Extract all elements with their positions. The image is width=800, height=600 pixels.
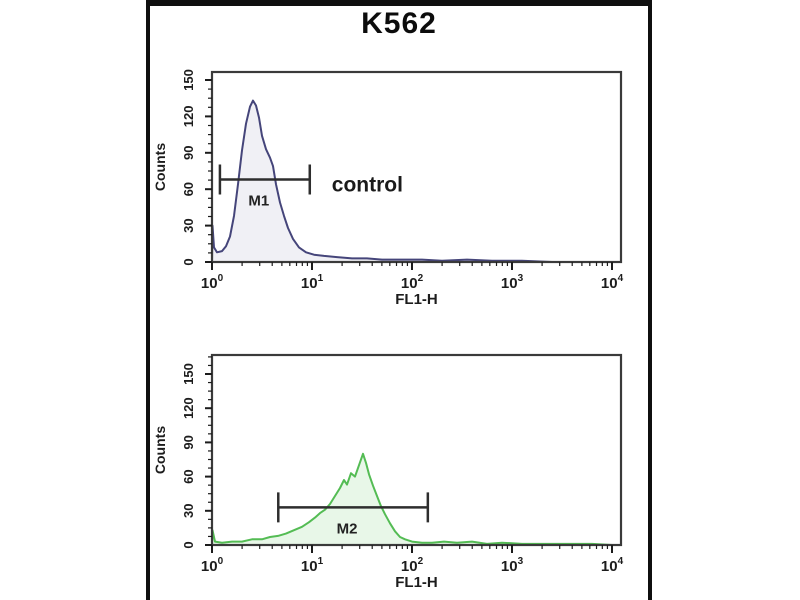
marker-annotation: control xyxy=(332,173,403,196)
x-tick-label: 102 xyxy=(401,556,424,575)
y-tick-label: 90 xyxy=(181,435,196,449)
y-tick-label: 150 xyxy=(181,69,196,91)
histogram-fill-top xyxy=(212,100,612,262)
y-tick-label: 150 xyxy=(181,363,196,385)
marker-label-m1: M1 xyxy=(248,192,269,209)
y-tick-label: 120 xyxy=(181,397,196,419)
figure-border-box xyxy=(146,0,652,600)
plot-frame xyxy=(210,70,623,264)
y-tick-label: 30 xyxy=(181,504,196,518)
y-tick-label: 0 xyxy=(181,541,196,548)
x-tick-label: 101 xyxy=(301,556,324,575)
x-tick-label: 103 xyxy=(501,556,524,575)
marker-label-m2: M2 xyxy=(337,520,358,537)
x-tick-label: 103 xyxy=(501,273,524,292)
x-tick-label: 104 xyxy=(601,273,624,292)
x-axis-label: FL1-H xyxy=(395,291,438,308)
y-tick-label: 0 xyxy=(181,258,196,265)
x-tick-label: 100 xyxy=(201,556,224,575)
x-tick-label: 104 xyxy=(601,556,624,575)
plot-frame xyxy=(210,353,623,547)
x-axis-label: FL1-H xyxy=(395,574,438,591)
y-tick-label: 120 xyxy=(181,106,196,128)
y-tick-label: 30 xyxy=(181,218,196,232)
panel-top: 0 30 60 90 120 150 100 101 102 103 104 Counts FL1-H M… xyxy=(152,69,624,308)
x-tick-label: 100 xyxy=(201,273,224,292)
x-tick-label: 101 xyxy=(301,273,324,292)
y-tick-label: 60 xyxy=(181,182,196,196)
y-tick-label: 60 xyxy=(181,469,196,483)
panel-bottom: 0 30 60 90 120 150 100 101 102 103 104 Counts FL1-H M… xyxy=(152,353,624,591)
y-tick-label: 90 xyxy=(181,146,196,160)
histogram-fill-bottom xyxy=(212,453,612,545)
figure-title: K562 xyxy=(361,7,437,40)
y-axis-label: Counts xyxy=(152,143,168,191)
histogram-curve-bottom xyxy=(211,452,613,546)
histogram-curve-top xyxy=(211,99,612,263)
x-tick-label: 102 xyxy=(401,273,424,292)
y-axis-label: Counts xyxy=(152,426,168,474)
